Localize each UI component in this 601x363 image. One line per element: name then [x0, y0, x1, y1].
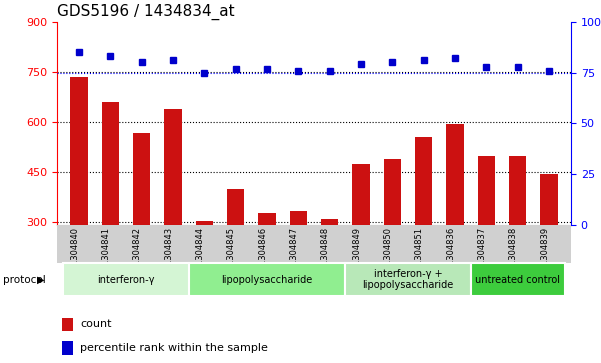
Bar: [383, 159, 401, 225]
Text: interferon-γ +
lipopolysaccharide: interferon-γ + lipopolysaccharide: [362, 269, 454, 290]
Text: GSM1304846: GSM1304846: [258, 227, 267, 283]
Bar: [290, 211, 307, 225]
Text: lipopolysaccharide: lipopolysaccharide: [221, 274, 313, 285]
Bar: [70, 77, 88, 225]
Bar: [321, 219, 338, 225]
Bar: [196, 221, 213, 225]
Bar: [63, 342, 73, 355]
Bar: [478, 156, 495, 225]
Text: GSM1304843: GSM1304843: [164, 227, 173, 283]
Bar: [509, 156, 526, 225]
Bar: [63, 318, 73, 331]
Bar: [258, 213, 276, 225]
Bar: [352, 164, 370, 225]
Bar: [447, 125, 463, 225]
Text: GSM1304844: GSM1304844: [195, 227, 204, 283]
Bar: [63, 263, 189, 296]
Text: GSM1304837: GSM1304837: [477, 227, 486, 283]
Text: count: count: [80, 319, 112, 330]
Text: GSM1304839: GSM1304839: [540, 227, 549, 283]
Text: GSM1304848: GSM1304848: [321, 227, 330, 283]
Text: GSM1304849: GSM1304849: [352, 227, 361, 283]
Bar: [415, 138, 432, 225]
Text: interferon-γ: interferon-γ: [97, 274, 155, 285]
Bar: [540, 174, 558, 225]
Text: GDS5196 / 1434834_at: GDS5196 / 1434834_at: [57, 4, 235, 20]
Text: GSM1304841: GSM1304841: [102, 227, 111, 283]
Bar: [133, 133, 150, 225]
Bar: [102, 102, 119, 225]
Text: GSM1304836: GSM1304836: [446, 227, 455, 283]
Bar: [471, 263, 565, 296]
Bar: [346, 263, 471, 296]
Text: GSM1304851: GSM1304851: [415, 227, 424, 283]
Bar: [189, 263, 346, 296]
Text: GSM1304845: GSM1304845: [227, 227, 236, 283]
Text: ▶: ▶: [37, 274, 44, 285]
Text: GSM1304850: GSM1304850: [383, 227, 392, 283]
Text: percentile rank within the sample: percentile rank within the sample: [80, 343, 268, 353]
Text: GSM1304838: GSM1304838: [508, 227, 517, 283]
Bar: [227, 189, 245, 225]
Text: untreated control: untreated control: [475, 274, 560, 285]
Text: GSM1304847: GSM1304847: [289, 227, 298, 283]
Text: protocol: protocol: [3, 274, 46, 285]
Bar: [165, 109, 182, 225]
Text: GSM1304842: GSM1304842: [133, 227, 142, 283]
Text: GSM1304840: GSM1304840: [70, 227, 79, 283]
